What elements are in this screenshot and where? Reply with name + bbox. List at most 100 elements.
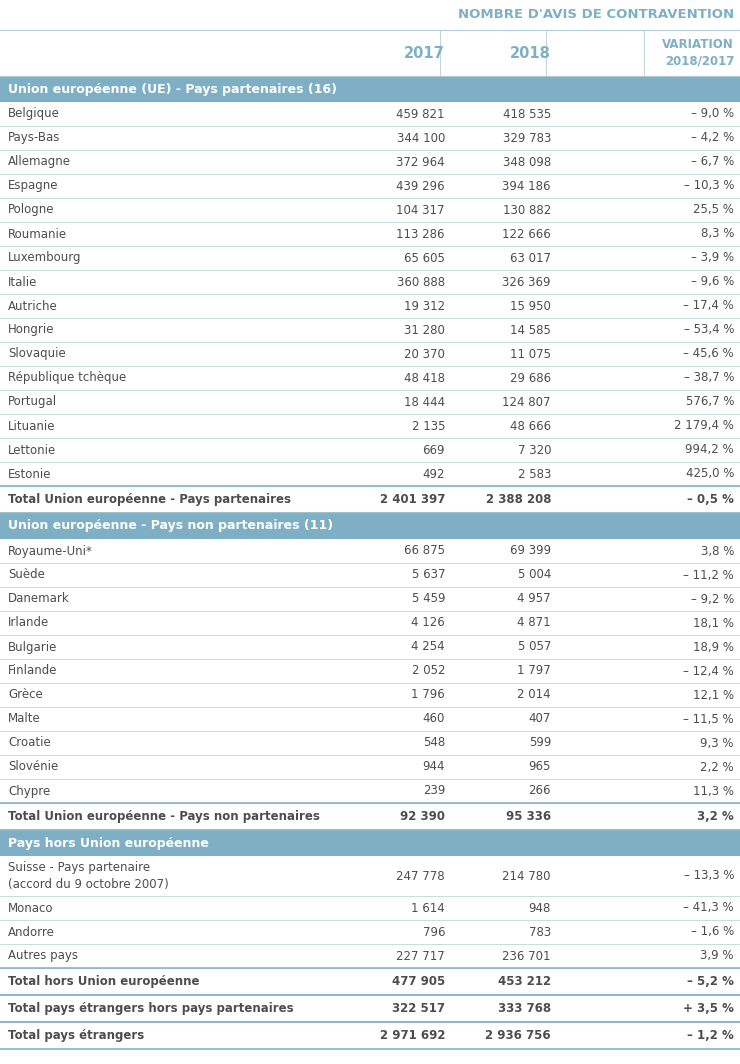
Text: 2 179,4 %: 2 179,4 % [674, 419, 734, 432]
Text: Pologne: Pologne [8, 203, 55, 216]
Text: 2 583: 2 583 [517, 467, 551, 481]
Text: Suisse - Pays partenaire
(accord du 9 octobre 2007): Suisse - Pays partenaire (accord du 9 oc… [8, 861, 169, 891]
Text: Lituanie: Lituanie [8, 419, 56, 432]
Text: 130 882: 130 882 [502, 203, 551, 216]
Text: Total hors Union européenne: Total hors Union européenne [8, 975, 200, 988]
Text: 322 517: 322 517 [392, 1002, 445, 1015]
Text: 11,3 %: 11,3 % [693, 784, 734, 798]
Text: – 11,2 %: – 11,2 % [683, 568, 734, 582]
Text: Portugal: Portugal [8, 396, 57, 409]
Text: 2 936 756: 2 936 756 [485, 1029, 551, 1042]
Text: 18,9 %: 18,9 % [693, 641, 734, 653]
Text: Allemagne: Allemagne [8, 155, 71, 168]
Bar [0, 706, 740, 731]
Bar [0, 1023, 740, 1049]
Text: 1 797: 1 797 [517, 665, 551, 678]
Text: Slovénie: Slovénie [8, 761, 58, 774]
Text: 360 888: 360 888 [397, 276, 445, 288]
Text: 576,7 %: 576,7 % [685, 396, 734, 409]
Bar [0, 683, 740, 706]
Bar [0, 76, 740, 102]
Text: – 38,7 %: – 38,7 % [684, 371, 734, 384]
Bar [0, 513, 740, 539]
Bar [0, 102, 740, 126]
Text: 104 317: 104 317 [397, 203, 445, 216]
Text: Suède: Suède [8, 568, 45, 582]
Text: – 4,2 %: – 4,2 % [690, 132, 734, 145]
Text: 492: 492 [423, 467, 445, 481]
Text: 5 057: 5 057 [517, 641, 551, 653]
Text: – 41,3 %: – 41,3 % [683, 901, 734, 914]
Text: 214 780: 214 780 [502, 869, 551, 882]
Text: Roumanie: Roumanie [8, 228, 67, 240]
Bar [0, 414, 740, 438]
Bar [0, 803, 740, 830]
Text: Autriche: Autriche [8, 299, 58, 313]
Text: – 1,6 %: – 1,6 % [690, 926, 734, 938]
Text: Grèce: Grèce [8, 688, 43, 701]
Bar [0, 366, 740, 390]
Bar [0, 755, 740, 779]
Text: 239: 239 [423, 784, 445, 798]
Text: Estonie: Estonie [8, 467, 52, 481]
Bar [0, 944, 740, 968]
Text: 459 821: 459 821 [397, 107, 445, 120]
Bar [0, 438, 740, 462]
Text: 12,1 %: 12,1 % [693, 688, 734, 701]
Text: 15 950: 15 950 [510, 299, 551, 313]
Text: Total pays étrangers: Total pays étrangers [8, 1029, 144, 1042]
Text: 2 971 692: 2 971 692 [380, 1029, 445, 1042]
Text: 4 871: 4 871 [517, 616, 551, 630]
Text: 29 686: 29 686 [510, 371, 551, 384]
Text: 348 098: 348 098 [502, 155, 551, 168]
Text: 439 296: 439 296 [397, 180, 445, 193]
Bar [0, 342, 740, 366]
Text: 2017: 2017 [404, 46, 445, 61]
Bar [0, 30, 740, 76]
Text: 18 444: 18 444 [404, 396, 445, 409]
Bar [0, 731, 740, 755]
Text: Belgique: Belgique [8, 107, 60, 120]
Text: Italie: Italie [8, 276, 38, 288]
Text: + 3,5 %: + 3,5 % [683, 1002, 734, 1015]
Text: 333 768: 333 768 [498, 1002, 551, 1015]
Text: NOMBRE D'AVIS DE CONTRAVENTION: NOMBRE D'AVIS DE CONTRAVENTION [458, 9, 734, 21]
Text: 2 014: 2 014 [517, 688, 551, 701]
Text: 95 336: 95 336 [506, 810, 551, 822]
Bar [0, 486, 740, 513]
Text: 1 614: 1 614 [411, 901, 445, 914]
Text: 31 280: 31 280 [404, 323, 445, 336]
Text: – 0,5 %: – 0,5 % [687, 493, 734, 506]
Text: 2 052: 2 052 [411, 665, 445, 678]
Bar [0, 896, 740, 920]
Text: 20 370: 20 370 [404, 348, 445, 361]
Text: – 1,2 %: – 1,2 % [687, 1029, 734, 1042]
Bar [0, 222, 740, 246]
Text: 5 459: 5 459 [411, 593, 445, 605]
Text: 227 717: 227 717 [396, 949, 445, 963]
Text: 453 212: 453 212 [498, 975, 551, 988]
Text: – 3,9 %: – 3,9 % [691, 251, 734, 265]
Text: Royaume-Uni*: Royaume-Uni* [8, 545, 93, 558]
Text: Malte: Malte [8, 713, 41, 726]
Text: 69 399: 69 399 [510, 545, 551, 558]
Text: Monaco: Monaco [8, 901, 53, 914]
Text: 548: 548 [423, 736, 445, 749]
Text: 48 666: 48 666 [510, 419, 551, 432]
Text: 5 004: 5 004 [517, 568, 551, 582]
Text: 944: 944 [423, 761, 445, 774]
Bar [0, 830, 740, 857]
Text: 669: 669 [423, 444, 445, 456]
Text: Union européenne - Pays non partenaires (11): Union européenne - Pays non partenaires … [8, 519, 333, 532]
Text: 65 605: 65 605 [404, 251, 445, 265]
Text: 3,8 %: 3,8 % [701, 545, 734, 558]
Text: – 5,2 %: – 5,2 % [687, 975, 734, 988]
Bar [0, 198, 740, 222]
Bar [0, 635, 740, 659]
Text: 19 312: 19 312 [404, 299, 445, 313]
Text: 418 535: 418 535 [502, 107, 551, 120]
Text: Total Union européenne - Pays non partenaires: Total Union européenne - Pays non parten… [8, 810, 320, 822]
Bar [0, 587, 740, 611]
Text: 63 017: 63 017 [510, 251, 551, 265]
Text: 92 390: 92 390 [400, 810, 445, 822]
